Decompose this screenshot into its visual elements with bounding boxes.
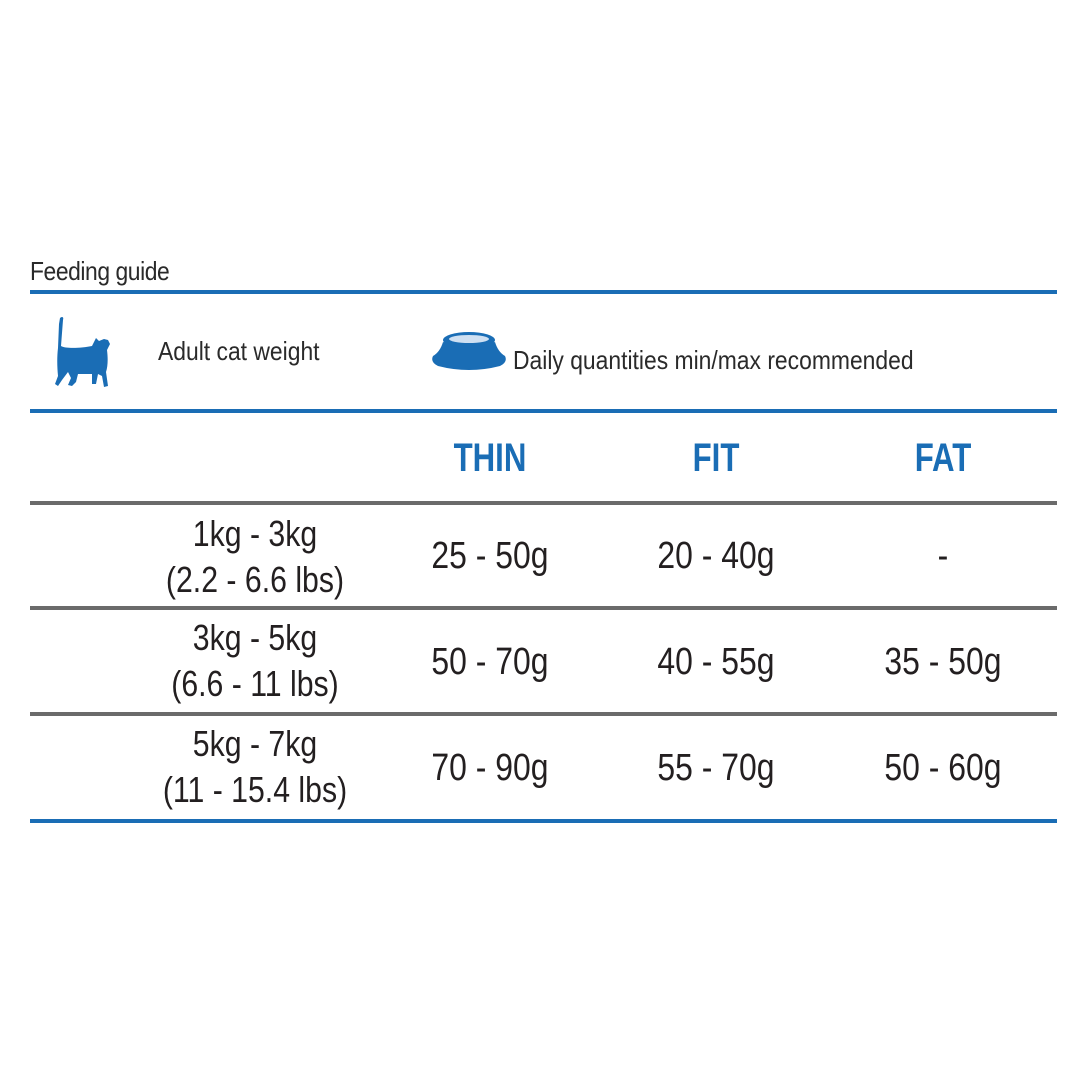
thin-value: 25 - 50g <box>431 535 549 577</box>
daily-quantities-header: Daily quantities min/max recommended <box>513 345 914 375</box>
weight-lbs: (11 - 15.4 lbs) <box>162 769 348 810</box>
cat-icon <box>55 316 110 387</box>
weight-kg: 5kg - 7kg <box>192 723 318 764</box>
column-header-fit: FIT <box>692 436 740 480</box>
row-divider <box>30 712 1057 716</box>
fit-value: 55 - 70g <box>657 747 775 789</box>
weight-lbs: (6.6 - 11 lbs) <box>171 663 339 704</box>
column-header-fat: FAT <box>914 436 972 480</box>
weight-kg: 1kg - 3kg <box>192 513 318 554</box>
top-rule <box>30 290 1057 294</box>
fit-value: 40 - 55g <box>657 641 775 683</box>
header-rule <box>30 409 1057 413</box>
row-divider <box>30 606 1057 610</box>
column-header-thin: THIN <box>453 436 527 480</box>
fat-value: 50 - 60g <box>884 747 1002 789</box>
fit-value: 20 - 40g <box>657 535 775 577</box>
thin-value: 50 - 70g <box>431 641 549 683</box>
weight-lbs: (2.2 - 6.6 lbs) <box>165 559 345 600</box>
adult-cat-weight-header: Adult cat weight <box>158 336 320 366</box>
feeding-guide-title: Feeding guide <box>30 256 170 286</box>
fat-value: - <box>937 535 949 577</box>
fat-value: 35 - 50g <box>884 641 1002 683</box>
bowl-icon <box>432 332 506 370</box>
bottom-rule <box>30 819 1057 823</box>
thin-value: 70 - 90g <box>431 747 549 789</box>
weight-kg: 3kg - 5kg <box>192 617 318 658</box>
row-divider <box>30 501 1057 505</box>
